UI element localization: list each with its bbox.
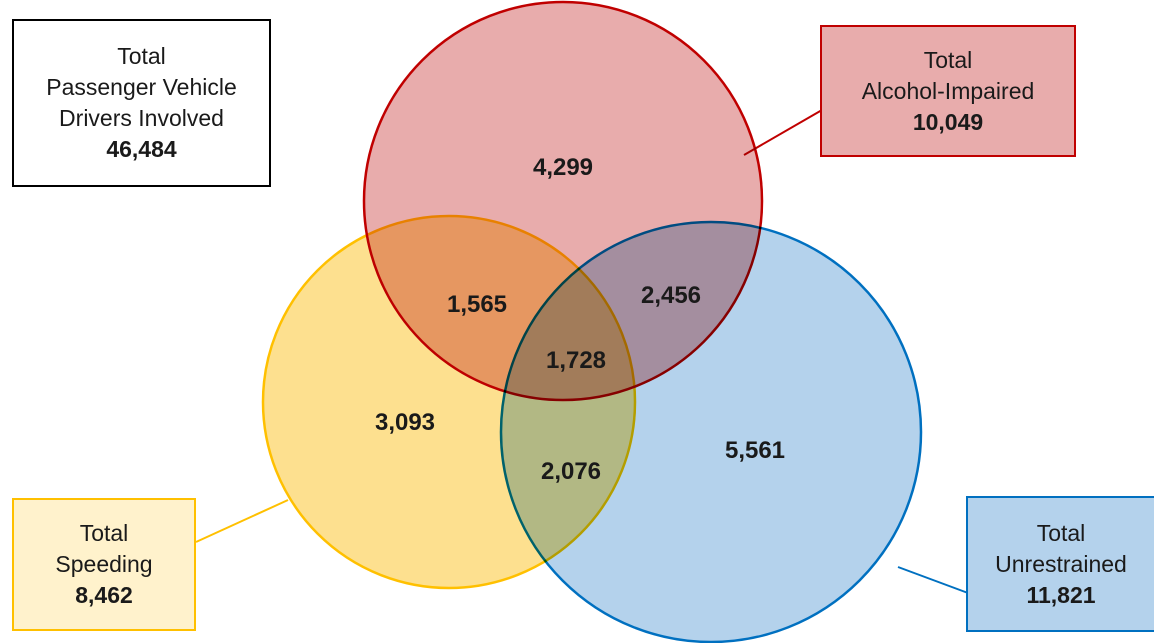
alcohol-impaired-box: Total Alcohol-Impaired 10,049 <box>820 25 1076 157</box>
alcohol-leader-line <box>743 109 823 156</box>
total-drivers-value: 46,484 <box>106 136 177 162</box>
unrestrained-line2: Unrestrained <box>995 550 1127 577</box>
region-alcohol-unrestrained: 2,456 <box>640 282 702 309</box>
speeding-leader-line <box>195 499 289 543</box>
speeding-value: 8,462 <box>75 582 133 608</box>
region-unrestrained-only: 5,561 <box>724 437 786 464</box>
region-all-three: 1,728 <box>545 347 607 374</box>
total-drivers-line2: Passenger Vehicle <box>46 74 237 100</box>
alcohol-impaired-line1: Total <box>923 46 973 73</box>
unrestrained-circle <box>499 220 923 643</box>
speeding-line1: Total <box>79 520 129 546</box>
region-alcohol-only: 4,299 <box>532 154 594 181</box>
total-drivers-box: Total Passenger Vehicle Drivers Involved… <box>12 19 271 187</box>
region-speeding-unrestrained: 2,076 <box>540 458 602 485</box>
unrestrained-line1: Total <box>1036 519 1086 546</box>
total-drivers-line3: Drivers Involved <box>59 105 224 131</box>
unrestrained-box: Total Unrestrained 11,821 <box>966 496 1154 632</box>
speeding-line2: Speeding <box>55 551 153 577</box>
region-speeding-only: 3,093 <box>374 409 436 436</box>
alcohol-impaired-value: 10,049 <box>912 108 984 135</box>
unrestrained-leader-line <box>897 566 969 594</box>
speeding-box: Total Speeding 8,462 <box>12 498 196 631</box>
unrestrained-value: 11,821 <box>1026 581 1096 608</box>
region-alcohol-speeding: 1,565 <box>446 291 508 318</box>
alcohol-impaired-line2: Alcohol-Impaired <box>861 77 1035 104</box>
total-drivers-line1: Total <box>117 43 166 69</box>
